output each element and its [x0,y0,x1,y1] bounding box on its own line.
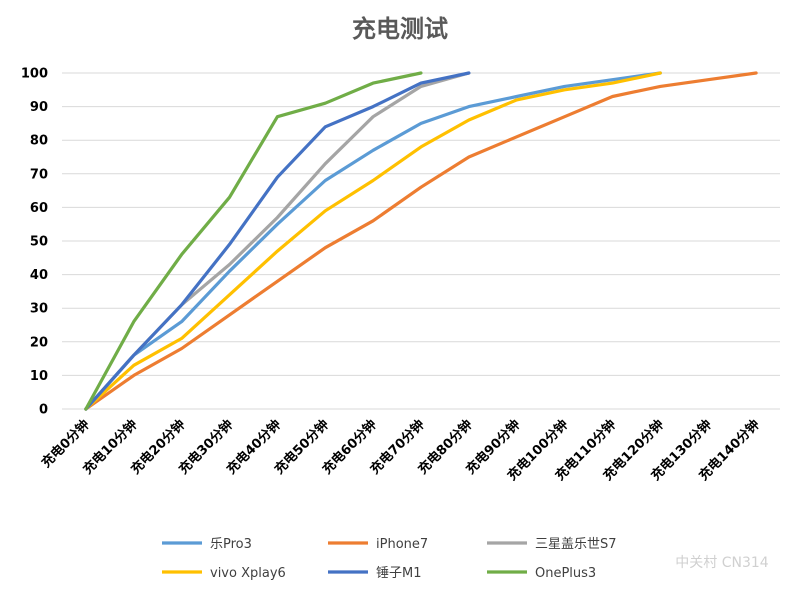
series-line [84,71,662,411]
y-axis-ticks: 0 10 20 30 40 50 60 70 80 90 100 [21,67,48,418]
legend-label: vivo Xplay6 [210,566,286,581]
y-tick-label: 20 [30,335,48,350]
series-line [84,71,758,411]
series-lines [84,71,758,411]
legend-label: OnePlus3 [535,566,596,581]
series-line [84,71,471,411]
series-line [84,71,662,411]
legend-label: 乐Pro3 [210,537,252,552]
y-tick-label: 30 [30,302,48,317]
chart-title: 充电测试 [352,14,448,43]
legend-label: 三星盖乐世S7 [535,537,617,552]
watermark: 中关村 CN314 [675,555,769,571]
series-line [84,71,423,411]
y-tick-label: 90 [30,100,48,115]
y-tick-label: 0 [39,403,48,418]
y-tick-label: 80 [30,134,48,149]
y-tick-label: 10 [30,369,48,384]
x-axis-ticks: 充电0分钟充电10分钟充电20分钟充电30分钟充电40分钟充电50分钟充电60分… [38,417,763,484]
y-tick-label: 50 [30,235,48,250]
y-tick-label: 70 [30,167,48,182]
y-tick-label: 100 [21,67,48,82]
y-tick-label: 40 [30,268,48,283]
legend-label: iPhone7 [376,537,428,552]
legend-label: 锤子M1 [376,566,422,581]
gridlines [62,72,780,410]
y-tick-label: 60 [30,201,48,216]
legend: 乐Pro3 iPhone7 三星盖乐世S7 vivo Xplay6 锤子M1 OnePlu… [162,537,617,581]
